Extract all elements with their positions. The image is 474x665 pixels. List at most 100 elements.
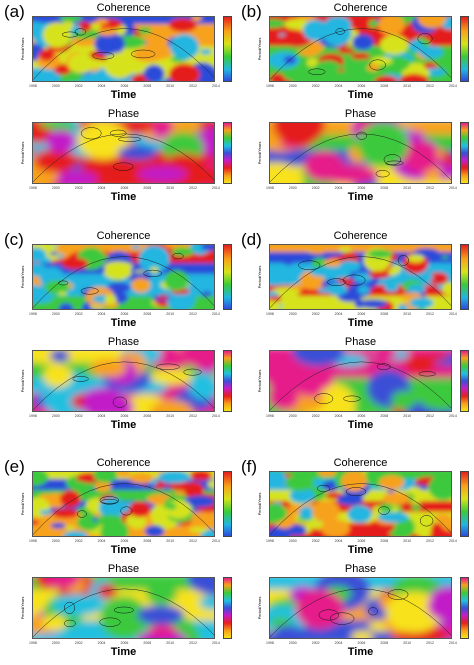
coherence-blob — [209, 250, 214, 255]
coherence-blob — [284, 18, 310, 30]
coherence-ylabel: Period/Years — [257, 492, 262, 516]
x-tick-label: 2000 — [288, 84, 297, 88]
coherence-blob — [281, 253, 296, 266]
coherence-blob — [58, 79, 69, 81]
significance-contour — [369, 59, 386, 71]
coherence-blob — [419, 274, 434, 281]
phase-blob — [42, 614, 67, 632]
phase-heatmap-surface — [270, 123, 451, 183]
coherence-blob — [378, 17, 405, 36]
phase-blob — [270, 617, 292, 628]
x-tick-label: 2002 — [311, 84, 320, 88]
phase-title: Phase — [344, 108, 377, 120]
x-tick-label: 1998 — [266, 414, 274, 418]
x-tick-label: 2014 — [212, 539, 220, 543]
x-tick-label: 2014 — [449, 84, 457, 88]
phase-blob — [117, 145, 158, 161]
phase-plot — [32, 577, 215, 639]
coherence-blob — [73, 481, 85, 485]
phase-ylabel: Period/Years — [20, 596, 25, 620]
significance-contour — [419, 515, 434, 527]
phase-blob — [292, 351, 345, 367]
coherence-blob — [441, 282, 451, 296]
x-tick-label: 1998 — [29, 414, 37, 418]
coherence-title: Coherence — [333, 230, 388, 242]
coherence-blob — [62, 531, 88, 536]
phase-blob — [149, 399, 194, 411]
significance-contour — [308, 68, 326, 75]
phase-colorbar — [223, 577, 232, 639]
phase-plot — [269, 577, 452, 639]
coherence-blob — [280, 302, 307, 309]
coherence-blob — [336, 493, 364, 506]
phase-blob — [89, 358, 127, 378]
x-tick-label: 2012 — [189, 186, 197, 190]
coherence-blob — [103, 265, 132, 280]
significance-contour — [383, 154, 402, 166]
coherence-blob — [338, 246, 352, 253]
coherence-blob — [58, 303, 74, 309]
significance-contour — [99, 496, 120, 505]
x-tick-label: 2008 — [380, 414, 389, 418]
x-tick-label: 2008 — [380, 539, 389, 543]
phase-heatmap-surface — [270, 351, 451, 411]
coherence-blob — [270, 503, 287, 523]
panel-label: (b) — [241, 2, 262, 21]
coherence-blob — [59, 490, 81, 508]
coherence-blob — [33, 263, 47, 277]
coherence-blob — [56, 245, 77, 255]
x-tick-label: 2002 — [74, 414, 83, 418]
cone-of-influence — [33, 588, 214, 638]
significance-contour — [376, 363, 391, 370]
coherence-blob — [417, 17, 446, 29]
coherence-blob — [371, 56, 393, 66]
phase-blob — [45, 578, 80, 589]
significance-contour — [72, 376, 89, 382]
significance-contour — [418, 371, 436, 377]
x-tick-label: 2010 — [166, 641, 175, 645]
coherence-blob — [317, 472, 337, 477]
cone-of-influence — [270, 588, 451, 638]
cone-of-influence — [270, 256, 451, 308]
x-tick-label: 2004 — [97, 539, 106, 543]
coherence-blob — [144, 295, 154, 302]
coherence-blob — [377, 512, 409, 523]
coherence-blob — [313, 60, 343, 79]
x-tick-label: 2006 — [357, 641, 366, 645]
x-tick-label: 2010 — [166, 539, 175, 543]
significance-contour — [58, 280, 69, 286]
significance-contour — [314, 393, 334, 404]
coherence-blob — [39, 509, 53, 515]
phase-blob — [373, 351, 397, 361]
coherence-blob — [384, 282, 399, 292]
coherence-blob — [158, 472, 191, 484]
coherence-blob — [95, 18, 109, 25]
x-tick-label: 2014 — [212, 414, 220, 418]
coherence-blob — [33, 519, 39, 526]
x-tick-label: 2014 — [449, 414, 457, 418]
phase-heatmap-surface — [270, 578, 451, 638]
coherence-blob — [106, 282, 131, 293]
coherence-blob — [97, 28, 117, 36]
coherence-blob — [322, 20, 352, 47]
phase-blob — [405, 354, 435, 374]
coherence-ylabel: Period/Years — [20, 265, 25, 289]
cone-of-influence — [33, 361, 214, 411]
coherence-blob — [272, 22, 283, 28]
x-tick-label: 2012 — [426, 641, 434, 645]
coherence-blob — [131, 278, 151, 293]
x-tick-label: 2008 — [380, 312, 389, 316]
phase-blob — [295, 589, 345, 630]
coherence-blob — [33, 294, 53, 304]
coherence-blob — [104, 294, 117, 305]
x-tick-label: 1998 — [266, 312, 274, 316]
phase-xlabel: Time — [347, 191, 374, 203]
x-tick-label: 1998 — [266, 539, 274, 543]
significance-contour — [317, 484, 330, 492]
coherence-xlabel: Time — [110, 317, 137, 329]
cone-of-influence — [33, 133, 214, 183]
x-tick-label: 2004 — [334, 641, 343, 645]
coherence-xlabel: Time — [347, 317, 374, 329]
x-tick-label: 2010 — [403, 414, 412, 418]
coherence-blob — [44, 280, 70, 295]
